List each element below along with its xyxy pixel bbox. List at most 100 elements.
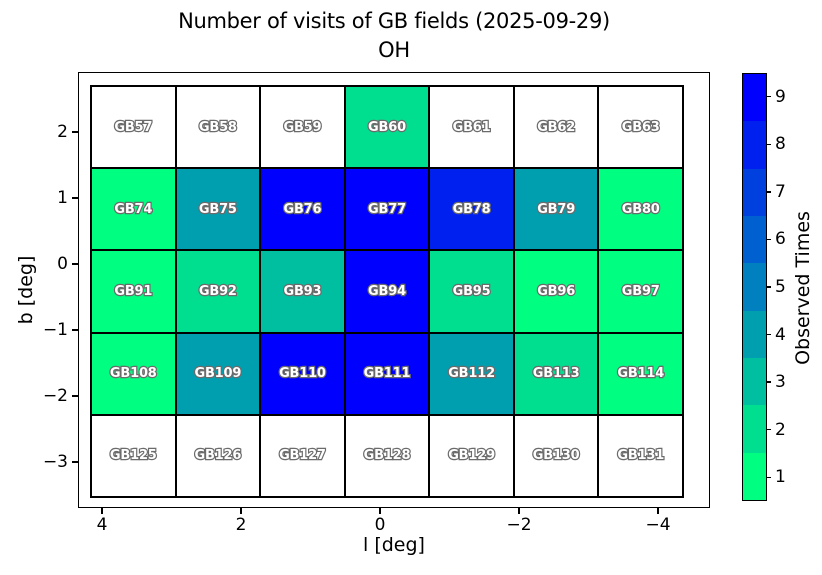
colorbar-tick-mark bbox=[767, 143, 771, 146]
colorbar-tick-mark bbox=[767, 333, 771, 336]
y-tick-label: −2 bbox=[42, 386, 68, 406]
field-cell-GB111: GB111 bbox=[344, 332, 430, 415]
field-cell-label: GB129 bbox=[447, 447, 496, 464]
colorbar-label: Observed Times bbox=[792, 211, 814, 365]
colorbar-tick-label: 5 bbox=[775, 277, 786, 297]
field-cell-GB61: GB61 bbox=[429, 86, 514, 169]
colorbar-segment-4 bbox=[743, 310, 766, 358]
field-cell-GB128: GB128 bbox=[344, 414, 430, 497]
field-cell-GB63: GB63 bbox=[598, 86, 683, 169]
y-tick-label: −3 bbox=[42, 452, 68, 472]
field-cell-label: GB60 bbox=[367, 118, 407, 135]
field-cell-GB80: GB80 bbox=[598, 168, 683, 251]
field-cell-label: GB114 bbox=[616, 365, 665, 382]
field-cell-label: GB97 bbox=[621, 283, 661, 300]
colorbar-segment-5 bbox=[743, 263, 766, 311]
field-cell-label: GB75 bbox=[198, 201, 238, 218]
field-cell-label: GB126 bbox=[193, 447, 242, 464]
field-cell-label: GB131 bbox=[616, 447, 665, 464]
x-tick-label: −2 bbox=[506, 515, 532, 535]
field-cell-GB126: GB126 bbox=[175, 414, 261, 497]
colorbar-segment-6 bbox=[743, 215, 766, 264]
colorbar-segment-8 bbox=[743, 121, 766, 169]
field-cell-label: GB125 bbox=[109, 447, 158, 464]
chart-subtitle: OH bbox=[378, 38, 410, 62]
field-cell-label: GB76 bbox=[282, 201, 322, 218]
x-tick-label: 2 bbox=[235, 515, 247, 535]
field-cell-GB91: GB91 bbox=[91, 250, 176, 333]
field-cell-label: GB127 bbox=[278, 447, 327, 464]
y-tick-label: 1 bbox=[57, 188, 68, 208]
field-cell-label: GB91 bbox=[113, 283, 153, 300]
colorbar-tick-label: 2 bbox=[775, 419, 786, 440]
field-cell-label: GB110 bbox=[278, 365, 327, 382]
colorbar bbox=[742, 73, 767, 501]
x-axis-label: l [deg] bbox=[363, 534, 425, 556]
field-cell-label: GB62 bbox=[536, 118, 576, 135]
field-cell-GB129: GB129 bbox=[429, 414, 514, 497]
colorbar-tick-label: 1 bbox=[775, 467, 786, 488]
colorbar-segment-7 bbox=[743, 168, 766, 216]
y-axis-label: b [deg] bbox=[15, 255, 37, 325]
field-cell-label: GB93 bbox=[282, 283, 322, 300]
field-cell-GB57: GB57 bbox=[91, 86, 176, 169]
colorbar-tick-mark bbox=[767, 191, 771, 193]
field-cell-label: GB74 bbox=[113, 201, 153, 218]
colorbar-tick-label: 7 bbox=[775, 181, 786, 202]
field-cell-GB108: GB108 bbox=[91, 332, 176, 415]
colorbar-tick-mark bbox=[767, 238, 771, 241]
colorbar-segment-9 bbox=[743, 74, 766, 122]
field-cell-label: GB61 bbox=[451, 118, 491, 135]
field-cell-label: GB111 bbox=[362, 365, 411, 382]
colorbar-segment-1 bbox=[743, 452, 766, 500]
field-cell-label: GB78 bbox=[451, 201, 491, 218]
colorbar-tick-mark bbox=[767, 428, 771, 431]
colorbar-segment-2 bbox=[743, 405, 766, 453]
field-cell-label: GB113 bbox=[532, 365, 581, 382]
field-cell-GB97: GB97 bbox=[598, 250, 683, 333]
field-cell-GB95: GB95 bbox=[429, 250, 514, 333]
y-tick-mark bbox=[72, 461, 78, 463]
field-cell-label: GB63 bbox=[621, 118, 661, 135]
field-cell-GB96: GB96 bbox=[513, 250, 599, 333]
colorbar-tick-label: 3 bbox=[775, 372, 786, 393]
y-tick-mark bbox=[72, 131, 78, 133]
field-cell-GB130: GB130 bbox=[513, 414, 599, 497]
field-cell-label: GB108 bbox=[109, 365, 158, 382]
colorbar-tick-mark bbox=[767, 476, 771, 478]
colorbar-tick-mark bbox=[767, 286, 771, 288]
field-cell-label: GB128 bbox=[362, 447, 411, 464]
x-tick-mark bbox=[101, 508, 103, 514]
colorbar-tick-label: 8 bbox=[775, 134, 786, 155]
field-cell-GB127: GB127 bbox=[260, 414, 345, 497]
field-cell-GB131: GB131 bbox=[598, 414, 683, 497]
field-cell-GB94: GB94 bbox=[344, 250, 430, 333]
field-cell-GB58: GB58 bbox=[175, 86, 261, 169]
field-cell-label: GB79 bbox=[536, 201, 576, 218]
colorbar-segment-3 bbox=[743, 357, 766, 406]
x-tick-mark bbox=[657, 508, 659, 514]
colorbar-tick-label: 4 bbox=[775, 324, 786, 345]
field-cell-label: GB92 bbox=[198, 283, 238, 300]
field-cell-GB59: GB59 bbox=[260, 86, 345, 169]
field-cell-GB92: GB92 bbox=[175, 250, 261, 333]
field-cell-GB113: GB113 bbox=[513, 332, 599, 415]
y-tick-mark bbox=[72, 395, 78, 397]
x-tick-label: −4 bbox=[645, 515, 671, 535]
x-tick-mark bbox=[518, 508, 520, 514]
field-cell-label: GB58 bbox=[198, 118, 238, 135]
field-cell-GB110: GB110 bbox=[260, 332, 345, 415]
field-cell-GB112: GB112 bbox=[429, 332, 514, 415]
field-cell-GB77: GB77 bbox=[344, 168, 430, 251]
field-cell-GB125: GB125 bbox=[91, 414, 176, 497]
field-cell-GB75: GB75 bbox=[175, 168, 261, 251]
field-cell-label: GB94 bbox=[367, 283, 407, 300]
y-tick-mark bbox=[72, 197, 78, 199]
y-tick-mark bbox=[72, 263, 78, 265]
x-tick-label: 0 bbox=[374, 515, 386, 535]
field-cell-label: GB109 bbox=[193, 365, 242, 382]
field-cell-GB114: GB114 bbox=[598, 332, 683, 415]
field-cell-GB78: GB78 bbox=[429, 168, 514, 251]
field-cell-label: GB96 bbox=[536, 283, 576, 300]
